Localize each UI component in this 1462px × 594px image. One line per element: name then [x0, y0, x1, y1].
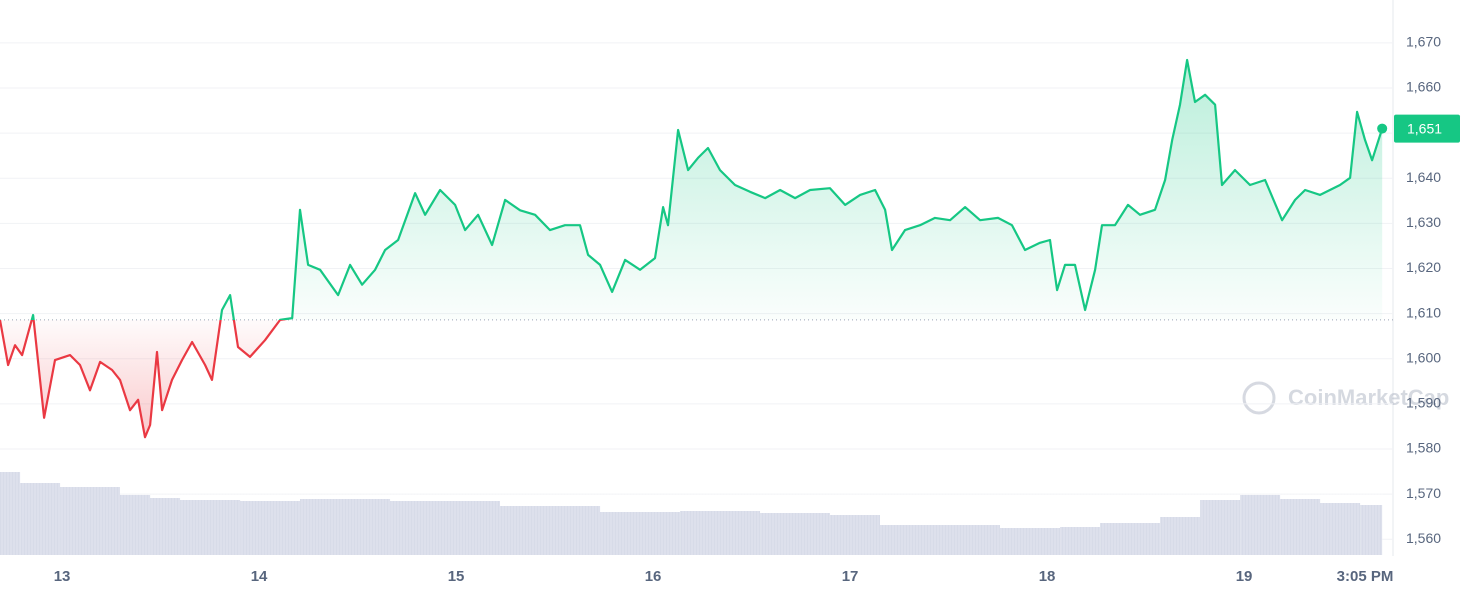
volume-bar [300, 499, 391, 555]
x-tick-label: 18 [1039, 568, 1056, 585]
y-tick-label: 1,560 [1406, 530, 1441, 546]
watermark-text: CoinMarketCap [1288, 385, 1449, 410]
watermark-logo [1242, 381, 1276, 415]
x-tick-label: 3:05 PM [1337, 568, 1394, 585]
price-tag-label: 1,651 [1407, 120, 1442, 136]
y-tick-label: 1,660 [1406, 79, 1441, 95]
y-tick-label: 1,590 [1406, 395, 1441, 411]
volume-bar [20, 483, 61, 555]
y-tick-label: 1,630 [1406, 214, 1441, 230]
x-tick-label: 15 [448, 568, 465, 585]
x-tick-label: 19 [1236, 568, 1253, 585]
y-tick-label: 1,670 [1406, 34, 1441, 50]
y-tick-label: 1,610 [1406, 304, 1441, 320]
volume-bar [880, 525, 1000, 555]
price-line [0, 58, 1384, 439]
volume-bar [999, 528, 1061, 555]
volume-bar [499, 506, 601, 555]
x-tick-label: 13 [54, 568, 71, 585]
volume-bar [390, 501, 500, 555]
x-tick-label: 17 [842, 568, 859, 585]
volume-bar [240, 501, 301, 555]
price-tag [1394, 114, 1460, 143]
volume-bar [1280, 499, 1321, 555]
y-tick-label: 1,640 [1406, 169, 1441, 185]
volume-bar [119, 495, 151, 555]
volume-bar [829, 515, 881, 555]
x-tick-label: 16 [645, 568, 662, 585]
y-tick-label: 1,620 [1406, 259, 1441, 275]
volume-bar [600, 512, 681, 555]
x-tick-label: 14 [251, 568, 268, 585]
y-tick-label: 1,570 [1406, 485, 1441, 501]
volume-bar [680, 511, 761, 555]
volume-bar [150, 498, 181, 555]
volume-bar [760, 513, 830, 555]
volume-bar [60, 487, 120, 555]
watermark: CoinMarketCap [1242, 381, 1449, 415]
volume-bar [1360, 505, 1383, 555]
last-point [1377, 123, 1388, 134]
y-tick-label: 1,600 [1406, 349, 1441, 365]
y-tick-label: 1,580 [1406, 440, 1441, 456]
price-area [0, 60, 1383, 438]
volume-bar [180, 500, 241, 555]
volume-bar [1160, 517, 1201, 555]
